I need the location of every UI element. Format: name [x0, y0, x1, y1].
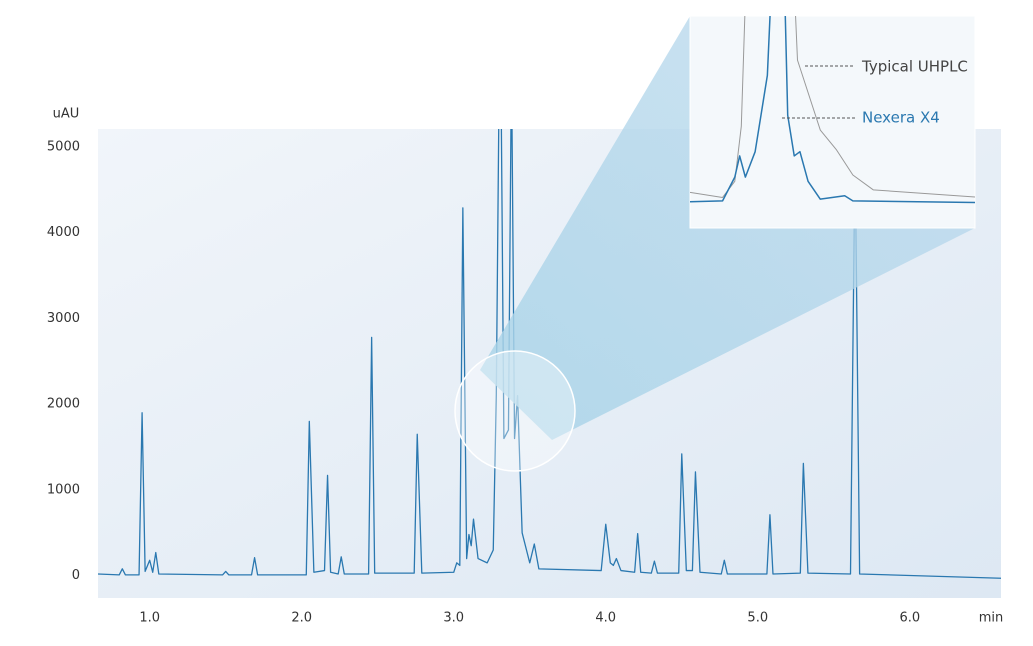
x-tick-label: 3.0 [443, 611, 464, 626]
inset-plot [690, 16, 975, 204]
legend-label: Nexera X4 [862, 109, 940, 127]
x-tick-label: 1.0 [139, 611, 160, 626]
line [690, 16, 975, 204]
y-tick-label: 5000 [47, 140, 80, 155]
legend-label: Typical UHPLC [861, 58, 968, 76]
x-tick-label: 6.0 [899, 611, 920, 626]
y-tick-label: 4000 [47, 225, 80, 240]
y-tick-label: 2000 [47, 397, 80, 412]
inset [689, 15, 976, 229]
y-tick-label: 3000 [47, 311, 80, 326]
x-tick-label: 2.0 [291, 611, 312, 626]
zoom-circle [454, 350, 576, 472]
x-tick-label: 4.0 [595, 611, 616, 626]
line [98, 129, 1001, 579]
line [690, 16, 975, 198]
y-tick-label: 0 [72, 568, 80, 583]
main-plot [98, 129, 1001, 579]
x-axis-label: min [979, 611, 1004, 626]
y-axis-label: uAU [53, 107, 80, 122]
x-tick-label: 5.0 [747, 611, 768, 626]
y-tick-label: 1000 [47, 482, 80, 497]
